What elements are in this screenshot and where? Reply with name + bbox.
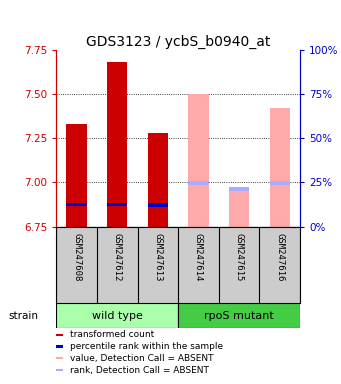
Text: GSM247613: GSM247613 [153,233,162,281]
Text: percentile rank within the sample: percentile rank within the sample [70,342,223,351]
Text: rpoS mutant: rpoS mutant [204,311,274,321]
Bar [56,303,178,328]
Text: strain: strain [9,311,39,321]
Bar [148,203,168,207]
Text: value, Detection Call = ABSENT: value, Detection Call = ABSENT [70,354,213,363]
Text: GSM247615: GSM247615 [235,233,243,281]
Bar [178,303,300,328]
Bar [188,181,209,185]
Bar [56,358,63,359]
Title: GDS3123 / ycbS_b0940_at: GDS3123 / ycbS_b0940_at [86,35,270,49]
Bar [229,187,249,191]
Bar [229,188,249,227]
Bar [188,94,209,227]
Bar [56,333,63,336]
Bar [107,62,128,227]
Bar [107,202,128,207]
Text: GSM247614: GSM247614 [194,233,203,281]
Bar [66,124,87,227]
Bar [148,133,168,227]
Bar [270,108,290,227]
Text: GSM247612: GSM247612 [113,233,122,281]
Text: GSM247616: GSM247616 [275,233,284,281]
Bar [66,202,87,207]
Bar [270,181,290,185]
Text: transformed count: transformed count [70,330,154,339]
Text: GSM247608: GSM247608 [72,233,81,281]
Text: rank, Detection Call = ABSENT: rank, Detection Call = ABSENT [70,366,209,375]
Bar [56,369,63,371]
Bar [56,346,63,348]
Text: wild type: wild type [92,311,143,321]
